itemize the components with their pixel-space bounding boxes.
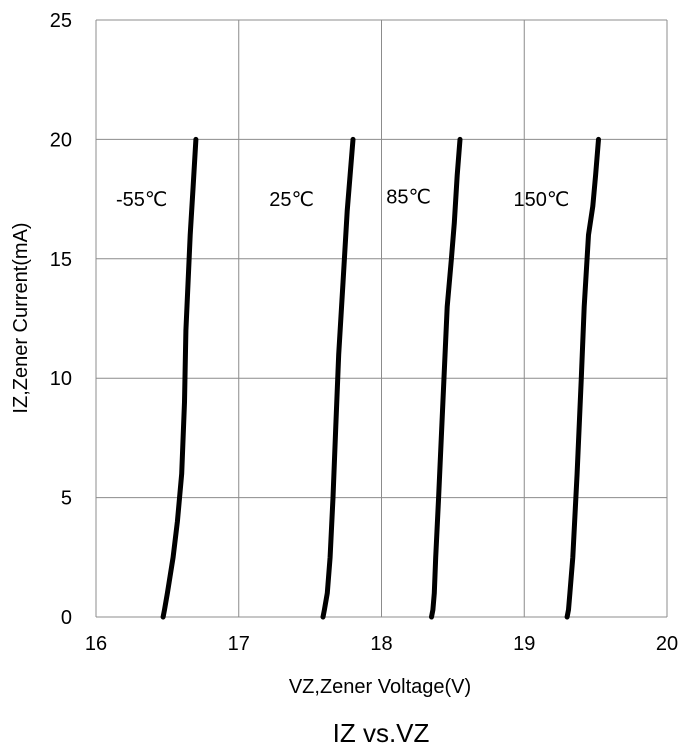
y-tick-labels: 0 5 10 15 20 25 [50, 10, 72, 629]
y-tick-label: 20 [50, 129, 72, 151]
y-tick-label: 5 [61, 488, 72, 510]
y-tick-label: 10 [50, 368, 72, 390]
y-tick-label: 15 [50, 249, 72, 271]
x-tick-label: 19 [513, 633, 535, 655]
chart-caption: IZ vs.VZ [333, 718, 430, 748]
series-lines [160, 136, 601, 620]
y-tick-label: 25 [50, 10, 72, 32]
y-axis-label: IZ,Zener Current(mA) [10, 222, 32, 413]
series-label: 150℃ [513, 189, 569, 211]
x-tick-label: 17 [228, 633, 250, 655]
x-tick-label: 16 [85, 633, 107, 655]
x-tick-label: 18 [370, 633, 392, 655]
series-line [429, 136, 463, 620]
y-tick-label: 0 [61, 607, 72, 629]
x-axis-label: VZ,Zener Voltage(V) [289, 676, 471, 698]
series-labels: -55℃ 25℃ 85℃ 150℃ [116, 187, 569, 211]
series-label: 85℃ [386, 187, 431, 209]
series-label: 25℃ [269, 189, 314, 211]
series-label: -55℃ [116, 189, 167, 211]
series-line [320, 136, 356, 620]
x-tick-label: 20 [656, 633, 678, 655]
x-tick-labels: 16 17 18 19 20 [85, 633, 678, 655]
series-line [564, 136, 601, 620]
grid [95, 19, 668, 618]
series-line [160, 136, 199, 620]
